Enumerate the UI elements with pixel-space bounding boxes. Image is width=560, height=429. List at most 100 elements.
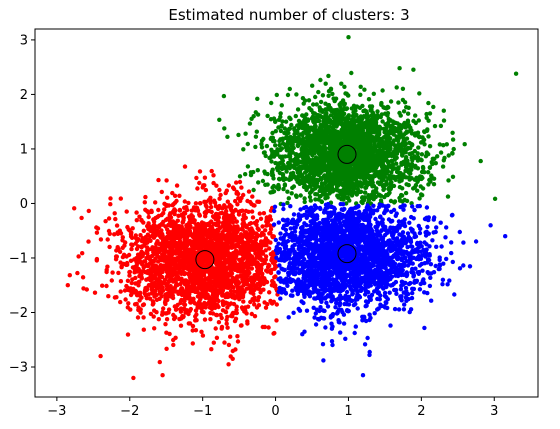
data-point	[166, 240, 171, 246]
data-point	[139, 275, 144, 280]
data-point	[285, 189, 290, 194]
data-point	[254, 305, 260, 310]
data-point	[237, 297, 242, 302]
data-point	[130, 226, 135, 231]
data-point	[154, 277, 159, 283]
data-point	[79, 215, 84, 221]
data-point	[300, 96, 306, 101]
data-point	[166, 279, 172, 284]
data-point	[267, 216, 272, 222]
data-point	[398, 113, 403, 118]
data-point	[399, 133, 404, 139]
data-point	[262, 276, 267, 281]
data-point	[248, 299, 253, 305]
data-point	[217, 117, 222, 123]
data-point	[152, 326, 157, 331]
data-point	[269, 283, 275, 288]
data-point	[155, 259, 161, 264]
data-point	[202, 279, 207, 285]
data-point	[241, 213, 246, 218]
data-point	[262, 243, 267, 248]
data-point	[419, 174, 424, 179]
data-point	[438, 123, 444, 129]
data-point	[310, 83, 315, 88]
data-point	[199, 271, 205, 276]
data-point	[346, 93, 351, 98]
data-point	[195, 221, 201, 227]
data-point	[141, 302, 147, 307]
data-point	[156, 207, 161, 213]
data-point	[129, 235, 135, 240]
data-point	[278, 146, 284, 151]
data-point	[356, 189, 361, 194]
data-point	[168, 223, 173, 228]
data-point	[328, 86, 334, 92]
data-point	[221, 302, 226, 308]
data-point	[139, 295, 144, 300]
data-point	[130, 243, 135, 248]
data-point	[125, 287, 130, 292]
data-point	[314, 102, 319, 107]
data-point	[239, 305, 245, 310]
data-point	[262, 324, 268, 330]
data-point	[168, 235, 173, 240]
data-point	[302, 115, 308, 121]
data-point	[193, 228, 198, 233]
data-point	[417, 134, 422, 139]
data-point	[432, 123, 438, 129]
data-point	[409, 176, 414, 181]
data-point	[297, 160, 302, 165]
data-point	[286, 126, 292, 132]
data-point	[80, 251, 85, 256]
data-point	[348, 162, 354, 168]
data-point	[235, 268, 241, 273]
data-point	[180, 241, 185, 247]
data-point	[419, 152, 425, 157]
data-point	[188, 225, 193, 230]
data-point	[162, 246, 168, 252]
data-point	[370, 196, 375, 201]
data-point	[223, 260, 229, 265]
data-point	[253, 144, 258, 150]
data-point	[149, 291, 154, 296]
data-point	[397, 66, 402, 71]
data-point	[441, 143, 446, 148]
data-point	[216, 215, 221, 220]
data-point	[328, 113, 334, 118]
data-point	[390, 119, 396, 124]
data-point	[274, 165, 280, 171]
data-point	[270, 258, 275, 263]
data-point	[378, 169, 384, 174]
data-point	[316, 89, 321, 95]
data-point	[138, 290, 143, 295]
data-point	[193, 201, 199, 206]
data-point	[163, 292, 168, 297]
data-point	[195, 294, 201, 299]
data-point	[190, 328, 195, 333]
data-point	[224, 224, 229, 229]
data-point	[381, 187, 386, 192]
data-point	[249, 311, 254, 317]
data-point	[208, 317, 213, 322]
data-point	[342, 84, 347, 90]
data-point	[427, 144, 433, 149]
data-point	[203, 187, 209, 193]
data-point	[110, 270, 115, 275]
data-point	[224, 317, 229, 323]
data-point	[141, 315, 146, 320]
data-point	[298, 164, 303, 170]
data-point	[259, 141, 264, 147]
data-point	[153, 200, 158, 205]
data-point	[127, 269, 133, 275]
data-point	[171, 257, 176, 262]
data-point	[120, 235, 126, 240]
data-point	[394, 85, 399, 90]
data-point	[201, 224, 206, 229]
data-point	[285, 92, 291, 98]
data-point	[279, 103, 284, 108]
data-point	[181, 270, 186, 276]
data-point	[268, 251, 274, 257]
data-point	[234, 219, 239, 224]
data-point	[216, 283, 221, 289]
data-point	[261, 211, 267, 216]
